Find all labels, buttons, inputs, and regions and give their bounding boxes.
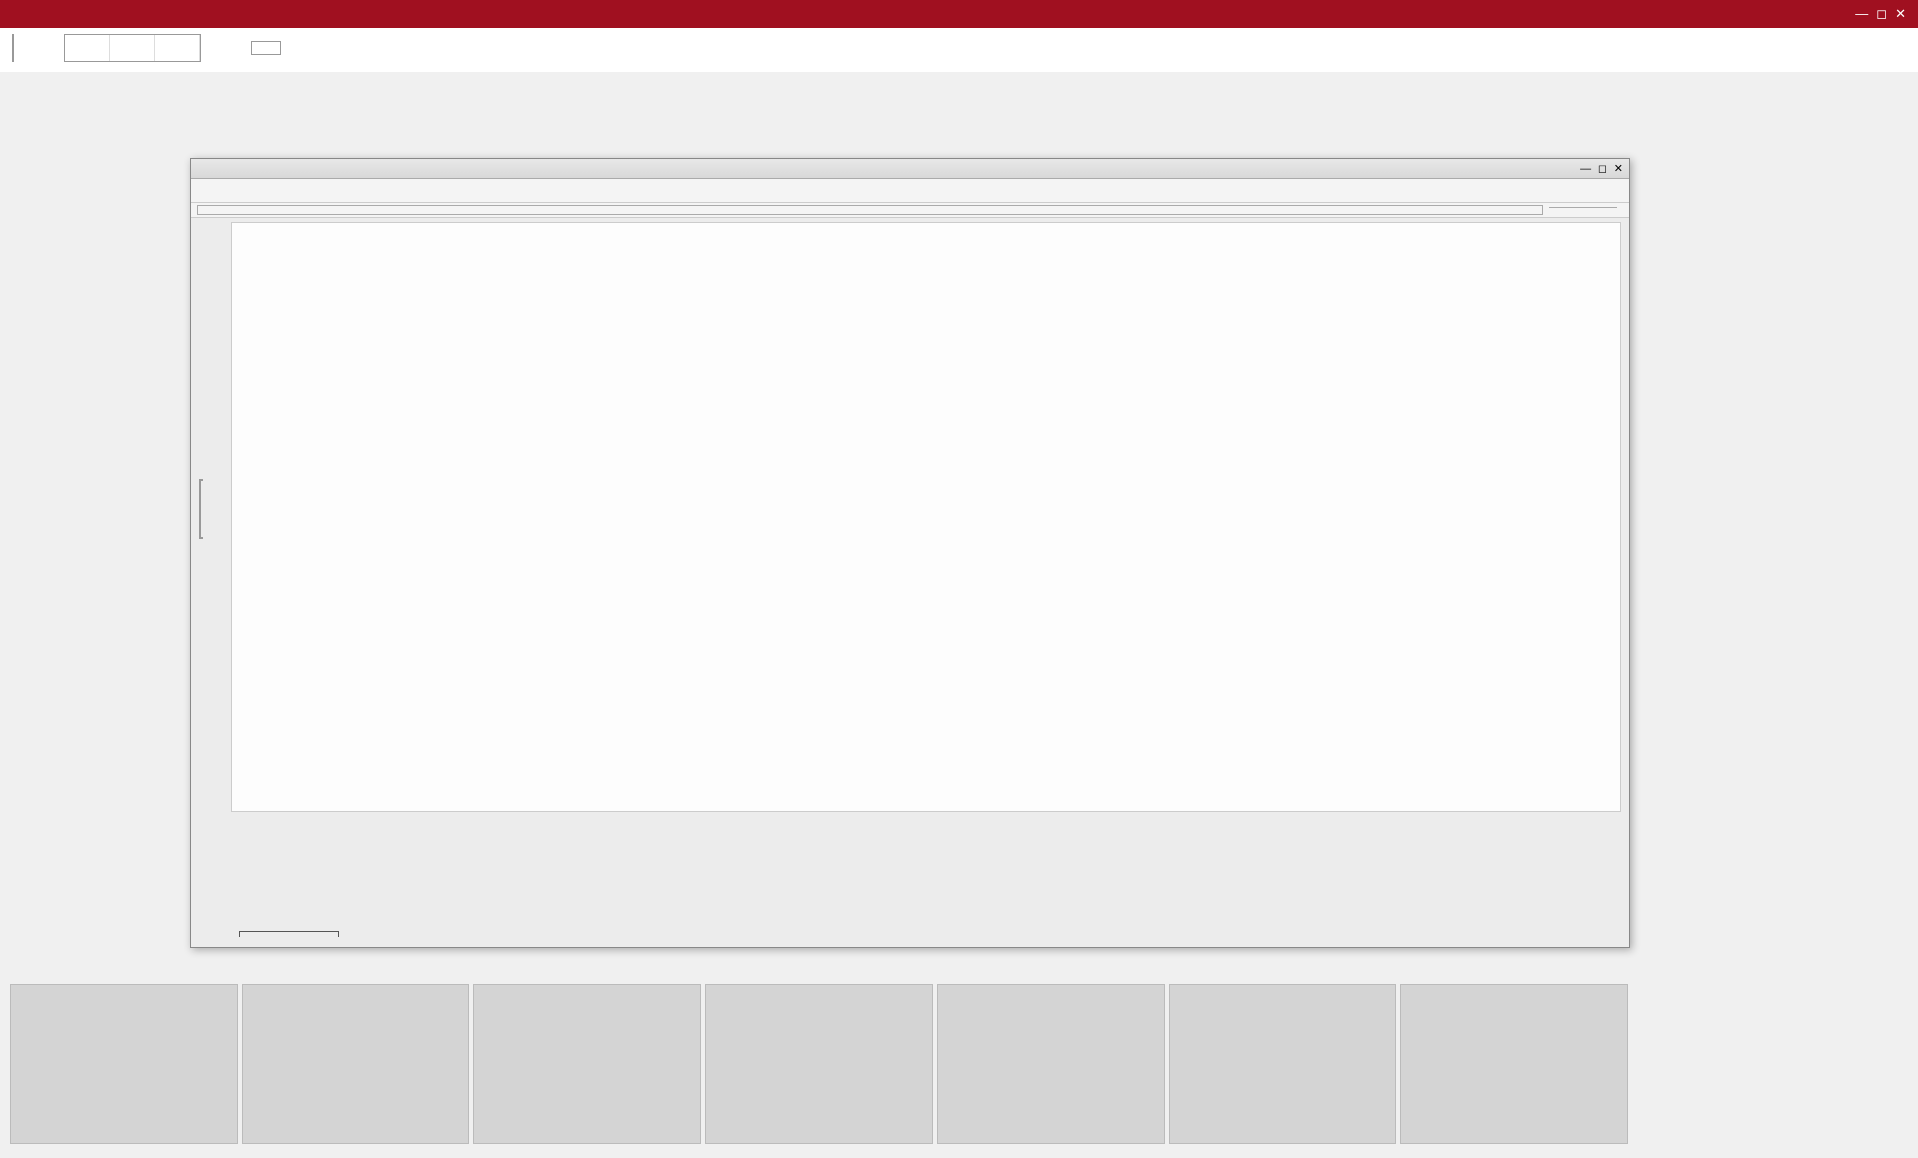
bottom-thumb[interactable] — [1169, 984, 1397, 1144]
bottom-thumb[interactable] — [705, 984, 933, 1144]
fragment-row — [191, 203, 1629, 218]
bottom-thumb[interactable] — [937, 984, 1165, 1144]
main-titlebar: — ◻ ✕ — [0, 0, 1918, 28]
minimize-icon[interactable]: — — [1855, 6, 1868, 22]
amplitude-scale-bar — [199, 479, 203, 539]
ecg-titlebar[interactable]: — ◻ ✕ — [191, 159, 1629, 179]
fragment-selector — [197, 205, 1543, 215]
ecg-window: — ◻ ✕ — [190, 158, 1630, 948]
bottom-thumb[interactable] — [473, 984, 701, 1144]
auto-analysis-button[interactable] — [251, 41, 281, 55]
main-toolbar — [0, 28, 1918, 68]
classifier-buttons — [12, 34, 14, 62]
bottom-thumb[interactable] — [242, 984, 470, 1144]
delete-button[interactable] — [155, 35, 200, 61]
close-icon[interactable]: ✕ — [1895, 6, 1906, 22]
template-thumbnails — [0, 68, 1918, 72]
bottom-thumb[interactable] — [1400, 984, 1628, 1144]
time-scale — [239, 931, 339, 937]
window-buttons: — ◻ ✕ — [1855, 6, 1906, 22]
bottom-thumb[interactable] — [10, 984, 238, 1144]
ecg-toolbar — [191, 179, 1629, 203]
ecg-close-icon[interactable]: ✕ — [1614, 163, 1623, 175]
maximize-icon[interactable]: ◻ — [1876, 6, 1887, 22]
ecg-chart[interactable] — [231, 222, 1621, 812]
measure-title — [1549, 207, 1617, 208]
measure-box — [1543, 205, 1623, 215]
merge-button[interactable] — [65, 35, 110, 61]
ecg-maximize-icon[interactable]: ◻ — [1598, 163, 1607, 175]
back-button[interactable] — [110, 35, 155, 61]
action-buttons — [64, 34, 201, 62]
bottom-thumbnails — [10, 984, 1628, 1144]
ecg-minimize-icon[interactable]: — — [1580, 163, 1591, 175]
